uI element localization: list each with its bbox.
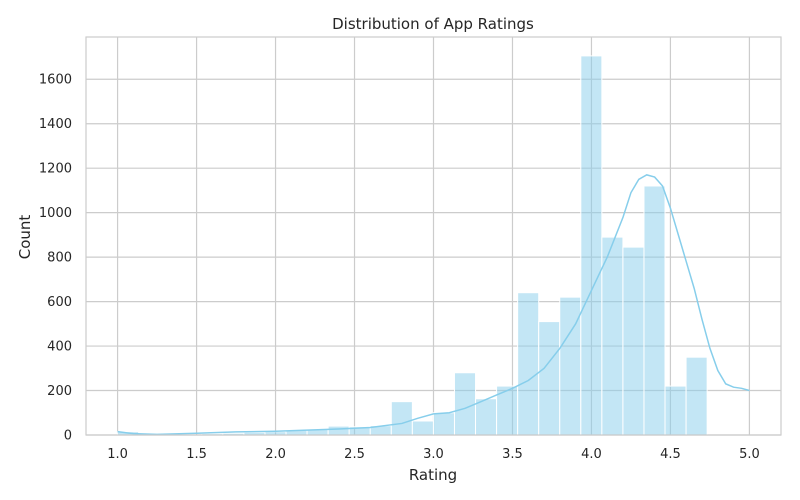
histogram-bar-13 — [390, 401, 413, 436]
histogram-bar-21 — [559, 296, 582, 436]
y-tick-label-7: 1400 — [39, 117, 72, 132]
y-tick-label-8: 1600 — [39, 73, 72, 88]
histogram-bar-14 — [411, 420, 434, 436]
y-tick-label-2: 400 — [47, 340, 72, 355]
x-tick-label-0: 1.0 — [107, 447, 128, 462]
x-tick-label-8: 5.0 — [739, 447, 760, 462]
y-tick-label-0: 0 — [64, 429, 72, 444]
x-tick-label-1: 1.5 — [186, 447, 207, 462]
histogram-bar-22 — [580, 55, 603, 436]
histogram-bar-24 — [622, 246, 645, 436]
y-tick-label-6: 1200 — [39, 162, 72, 177]
x-tick-label-4: 3.0 — [423, 447, 444, 462]
chart-title: Distribution of App Ratings — [332, 15, 534, 33]
histogram-bar-26 — [664, 385, 687, 436]
x-axis-label: Rating — [409, 466, 457, 484]
histogram-bar-15 — [432, 412, 455, 436]
x-tick-label-3: 2.5 — [344, 447, 365, 462]
histogram-bar-27 — [685, 356, 708, 436]
y-tick-label-4: 800 — [47, 251, 72, 266]
histogram-bar-19 — [517, 292, 540, 436]
y-tick-labels: 0 200 400 600 800 1000 1200 1400 1600 — [39, 73, 72, 444]
histogram-bar-10 — [327, 425, 350, 436]
x-tick-label-6: 4.0 — [581, 447, 602, 462]
histogram-bar-25 — [643, 185, 666, 436]
x-tick-label-7: 4.5 — [660, 447, 681, 462]
histogram-bar-20 — [538, 321, 561, 436]
histogram-bar-23 — [601, 236, 624, 436]
histogram-bar-16 — [453, 372, 477, 436]
y-tick-label-5: 1000 — [39, 206, 72, 221]
x-tick-label-5: 3.5 — [502, 447, 523, 462]
y-tick-label-3: 600 — [47, 295, 72, 310]
x-tick-label-2: 2.0 — [265, 447, 286, 462]
y-tick-label-1: 200 — [47, 384, 72, 399]
y-axis-label: Count — [16, 215, 34, 260]
x-tick-labels: 1.0 1.5 2.0 2.5 3.0 3.5 4.0 4.5 5.0 — [107, 447, 760, 462]
kde-curve — [117, 174, 750, 436]
histogram-bar-17 — [475, 398, 498, 436]
plot-frame — [85, 36, 782, 436]
